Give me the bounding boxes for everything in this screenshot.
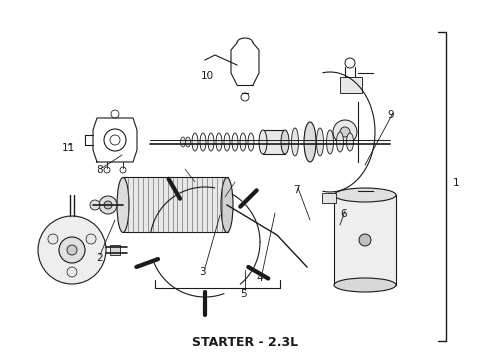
Bar: [340, 77, 362, 93]
Circle shape: [38, 216, 106, 284]
Circle shape: [120, 167, 126, 173]
Text: 8: 8: [97, 165, 103, 175]
Ellipse shape: [292, 128, 298, 156]
Text: 5: 5: [240, 289, 246, 299]
Text: 6: 6: [341, 209, 347, 219]
Circle shape: [59, 237, 85, 263]
Ellipse shape: [232, 133, 238, 151]
Circle shape: [241, 93, 249, 101]
Circle shape: [48, 234, 58, 244]
Ellipse shape: [221, 177, 233, 233]
Ellipse shape: [192, 133, 198, 151]
Circle shape: [67, 267, 77, 277]
Circle shape: [359, 234, 371, 246]
Circle shape: [104, 167, 110, 173]
Text: 1: 1: [453, 178, 459, 188]
Ellipse shape: [317, 128, 323, 156]
Ellipse shape: [208, 133, 214, 151]
Ellipse shape: [326, 130, 334, 154]
Ellipse shape: [224, 133, 230, 151]
Circle shape: [104, 201, 112, 209]
Circle shape: [345, 58, 355, 68]
Ellipse shape: [240, 133, 246, 151]
Ellipse shape: [180, 137, 186, 147]
Bar: [263, 130, 285, 154]
Ellipse shape: [337, 132, 343, 152]
Ellipse shape: [334, 278, 396, 292]
Circle shape: [111, 110, 119, 118]
Ellipse shape: [346, 133, 353, 151]
Text: 9: 9: [388, 110, 394, 120]
Text: 2: 2: [97, 253, 103, 263]
Ellipse shape: [334, 188, 396, 202]
Bar: [334, 195, 396, 285]
Text: 10: 10: [200, 71, 214, 81]
Ellipse shape: [216, 133, 222, 151]
Ellipse shape: [117, 177, 129, 233]
Text: STARTER - 2.3L: STARTER - 2.3L: [192, 336, 298, 348]
Circle shape: [86, 234, 96, 244]
Bar: [110, 245, 120, 255]
Circle shape: [340, 127, 350, 137]
Text: 11: 11: [61, 143, 74, 153]
Ellipse shape: [281, 130, 289, 154]
Circle shape: [67, 245, 77, 255]
Ellipse shape: [186, 137, 191, 147]
Circle shape: [333, 120, 357, 144]
Circle shape: [99, 196, 117, 214]
Bar: [322, 193, 336, 203]
Ellipse shape: [304, 122, 316, 162]
Text: 3: 3: [198, 267, 205, 277]
Text: 4: 4: [257, 273, 263, 283]
Ellipse shape: [259, 130, 267, 154]
Ellipse shape: [304, 126, 312, 158]
Bar: [123, 177, 228, 232]
Circle shape: [90, 200, 100, 210]
Text: 7: 7: [293, 185, 299, 195]
Ellipse shape: [200, 133, 206, 151]
Ellipse shape: [248, 133, 254, 151]
